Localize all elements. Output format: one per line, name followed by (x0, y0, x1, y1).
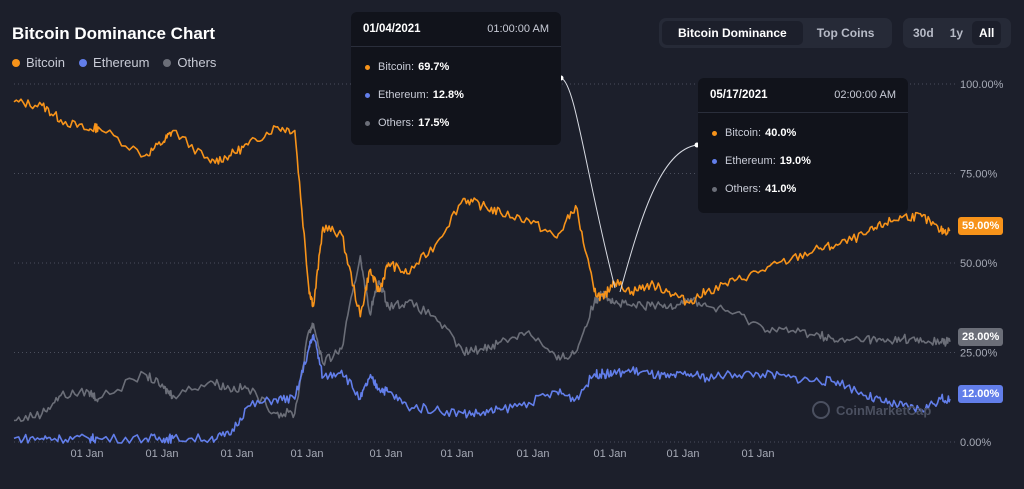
y-tick-label: 75.00% (960, 169, 998, 181)
others-line[interactable] (13, 255, 951, 423)
tooltip-value: 17.5% (418, 117, 450, 129)
range-all-button[interactable]: All (972, 21, 1002, 45)
bitcoin-dot-icon (712, 130, 717, 136)
tooltip-label: Ethereum: (378, 89, 429, 101)
x-tick-label: 01 Jan (290, 448, 323, 460)
ethereum-value-badge: 12.00% (958, 385, 1004, 403)
tooltip-row-bitcoin: Bitcoin: 40.0% (698, 119, 908, 147)
x-tick-label: 01 Jan (440, 448, 473, 460)
others-value-badge: 28.00% (958, 328, 1004, 346)
ethereum-line[interactable] (13, 333, 951, 444)
tooltip-label: Ethereum: (725, 155, 776, 167)
tooltip-value: 41.0% (765, 183, 797, 195)
tooltip-value: 40.0% (765, 127, 797, 139)
legend-ethereum[interactable]: Ethereum (79, 55, 149, 70)
ethereum-dot-icon (79, 58, 88, 67)
bitcoin-dot-icon (365, 64, 370, 70)
others-dot-icon (163, 58, 172, 67)
tooltip-date: 05/17/2021 (710, 89, 768, 101)
chart-title: Bitcoin Dominance Chart (12, 24, 216, 43)
y-tick-label: 0.00% (960, 437, 991, 449)
tooltip-label: Others: (378, 117, 415, 129)
bitcoin-dominance-button[interactable]: Bitcoin Dominance (662, 21, 803, 45)
coinmarketcap-logo-icon (812, 401, 830, 419)
tooltip-row-bitcoin: Bitcoin: 69.7% (351, 53, 561, 81)
tooltip-2021-05-17: 05/17/2021 02:00:00 AM Bitcoin: 40.0% Et… (698, 78, 908, 213)
top-coins-button[interactable]: Top Coins (816, 26, 875, 40)
watermark-text: CoinMarketCap (836, 402, 932, 418)
tooltip-row-others: Others: 41.0% (698, 175, 908, 203)
range-selector: 30d 1y All (903, 18, 1011, 48)
bitcoin-line[interactable] (13, 98, 951, 318)
legend-others[interactable]: Others (163, 55, 216, 70)
tooltip-value: 19.0% (779, 155, 811, 167)
x-tick-label: 01 Jan (593, 448, 626, 460)
x-tick-label: 01 Jan (741, 448, 774, 460)
others-dot-icon (712, 186, 717, 192)
bitcoin-value-badge: 59.00% (958, 217, 1004, 235)
tooltip-2021-01-04: 01/04/2021 01:00:00 AM Bitcoin: 69.7% Et… (351, 12, 561, 145)
range-1y-button[interactable]: 1y (949, 26, 964, 40)
tooltip-label: Bitcoin: (378, 61, 415, 73)
y-tick-label: 100.00% (960, 79, 1004, 91)
tooltip-time: 01:00:00 AM (487, 23, 549, 35)
x-tick-label: 01 Jan (369, 448, 402, 460)
tooltip-time: 02:00:00 AM (834, 89, 896, 101)
ethereum-dot-icon (365, 92, 370, 98)
x-tick-label: 01 Jan (70, 448, 103, 460)
ethereum-dot-icon (712, 158, 717, 164)
x-tick-label: 01 Jan (145, 448, 178, 460)
watermark: CoinMarketCap (812, 401, 931, 419)
tooltip-date: 01/04/2021 (363, 23, 421, 35)
y-tick-label: 50.00% (960, 258, 998, 270)
legend-others-label: Others (177, 55, 217, 70)
legend: Bitcoin Ethereum Others (12, 55, 216, 70)
tooltip-connector (619, 144, 698, 293)
legend-bitcoin-label: Bitcoin (26, 55, 66, 70)
tooltip-row-others: Others: 17.5% (351, 109, 561, 137)
legend-ethereum-label: Ethereum (93, 55, 150, 70)
tooltip-label: Bitcoin: (725, 127, 762, 139)
view-toggle: Bitcoin Dominance Top Coins (659, 18, 892, 48)
others-dot-icon (365, 120, 370, 126)
legend-bitcoin[interactable]: Bitcoin (12, 55, 65, 70)
tooltip-connector (560, 77, 616, 289)
x-tick-label: 01 Jan (666, 448, 699, 460)
tooltip-value: 12.8% (432, 89, 464, 101)
tooltip-row-ethereum: Ethereum: 19.0% (698, 147, 908, 175)
tooltip-row-ethereum: Ethereum: 12.8% (351, 81, 561, 109)
y-tick-label: 25.00% (960, 348, 998, 360)
bitcoin-dot-icon (12, 58, 20, 67)
x-tick-label: 01 Jan (220, 448, 253, 460)
tooltip-value: 69.7% (418, 61, 450, 73)
range-30d-button[interactable]: 30d (913, 26, 934, 40)
x-tick-label: 01 Jan (516, 448, 549, 460)
tooltip-label: Others: (725, 183, 762, 195)
